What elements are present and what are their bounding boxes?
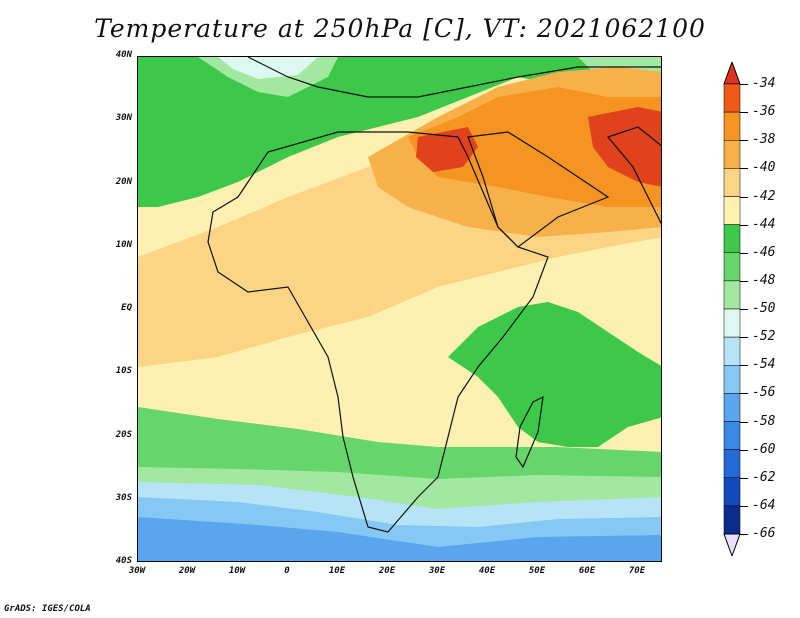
- lon-label-10e: 10E: [328, 566, 346, 576]
- colorbar-segment: [723, 196, 741, 225]
- colorbar-top-arrow: [723, 62, 741, 85]
- colorbar-label-54: -54: [752, 357, 776, 373]
- lon-label-50e: 50E: [528, 566, 546, 576]
- colorbar-segment: [723, 224, 741, 253]
- colorbar-label-52: -52: [752, 329, 776, 345]
- lon-label-40e: 40E: [478, 566, 496, 576]
- lat-label-10s: 10S: [115, 366, 132, 377]
- colorbar-segment: [723, 365, 741, 394]
- europe-coastline: [247, 57, 661, 98]
- lon-label-20e: 20E: [378, 566, 396, 576]
- colorbar-segment: [723, 336, 741, 366]
- colorbar-tick: [740, 112, 748, 114]
- colorbar-label-56: -56: [752, 385, 776, 401]
- colorbar-tick: [740, 449, 748, 451]
- colorbar-segment: [723, 505, 741, 535]
- colorbar-segment: [723, 477, 741, 507]
- colorbar-tick: [740, 365, 748, 367]
- colorbar-label-46: -46: [752, 244, 776, 260]
- colorbar-tick: [740, 393, 748, 395]
- colorbar: [723, 62, 741, 556]
- colorbar-bottom-arrow: [723, 533, 741, 556]
- colorbar-tick: [740, 534, 748, 535]
- colorbar-label-42: -42: [752, 188, 776, 204]
- colorbar-tick: [740, 477, 748, 479]
- colorbar-tick: [740, 280, 748, 282]
- africa-coastline: [207, 131, 549, 533]
- south-deepblue-band: [138, 517, 661, 561]
- map-svg: [138, 57, 661, 561]
- lon-label-70e: 70E: [628, 566, 646, 576]
- madagascar-coastline: [515, 395, 544, 469]
- hot-zone-east: [588, 107, 661, 187]
- colorbar-tick: [740, 421, 748, 423]
- colorbar-segment: [723, 252, 741, 282]
- lon-label-30e: 30E: [428, 566, 446, 576]
- colorbar-segment: [723, 83, 741, 113]
- hot-zone-egypt: [416, 127, 478, 172]
- lat-label-10n: 10N: [115, 239, 132, 250]
- north-cyan-zone: [218, 57, 318, 79]
- colorbar-label-36: -36: [752, 104, 776, 120]
- lon-label-0: 0: [284, 566, 290, 576]
- coastlines: [207, 57, 661, 533]
- colorbar-label-40: -40: [752, 160, 776, 176]
- colorbar-label-64: -64: [752, 497, 776, 513]
- colorbar-segment: [723, 421, 741, 450]
- colorbar-tick: [740, 84, 748, 85]
- colorbar-label-60: -60: [752, 441, 776, 457]
- lon-label-60e: 60E: [578, 566, 596, 576]
- colorbar-tick: [740, 252, 748, 254]
- colorbar-tick: [740, 224, 748, 226]
- lat-label-40s: 40S: [115, 556, 132, 566]
- lat-label-40n: 40N: [115, 50, 132, 60]
- colorbar-label-58: -58: [752, 413, 776, 429]
- north-green-zone: [138, 57, 661, 207]
- colorbar-tick: [740, 309, 748, 310]
- colorbar-label-34: -34: [752, 76, 776, 91]
- colorbar-segment: [723, 111, 741, 141]
- colorbar-segment: [723, 308, 741, 338]
- colorbar-tick: [740, 196, 748, 198]
- lon-label-20w: 20W: [178, 566, 196, 576]
- lat-label-20s: 20S: [115, 429, 132, 440]
- arabia-coastline: [467, 131, 610, 248]
- colorbar-tick: [740, 337, 748, 339]
- colorbar-tick: [740, 140, 748, 142]
- lat-label-20n: 20N: [115, 176, 132, 187]
- lat-label-eq: EQ: [121, 303, 132, 313]
- colorbar-label-38: -38: [752, 132, 776, 148]
- grads-credit: GrADS: IGES/COLA: [4, 604, 91, 614]
- lat-label-30s: 30S: [115, 492, 132, 503]
- lon-label-30w: 30W: [128, 566, 146, 576]
- temperature-map: [137, 56, 662, 562]
- colorbar-segment: [723, 449, 741, 478]
- colorbar-tick: [740, 505, 748, 507]
- colorbar-label-66: -66: [752, 526, 776, 541]
- colorbar-segment: [723, 140, 741, 169]
- chart-title: Temperature at 250hPa [C], VT: 202106210…: [94, 14, 706, 43]
- colorbar-segment: [723, 280, 741, 310]
- colorbar-label-50: -50: [752, 301, 776, 316]
- india-coastline: [606, 126, 661, 225]
- colorbar-segment: [723, 168, 741, 197]
- colorbar-tick: [740, 168, 748, 170]
- lat-label-30n: 30N: [115, 113, 132, 124]
- colorbar-label-48: -48: [752, 272, 776, 288]
- colorbar-label-44: -44: [752, 216, 776, 232]
- lon-label-10w: 10W: [228, 566, 246, 576]
- colorbar-segment: [723, 393, 741, 422]
- colorbar-label-62: -62: [752, 469, 776, 485]
